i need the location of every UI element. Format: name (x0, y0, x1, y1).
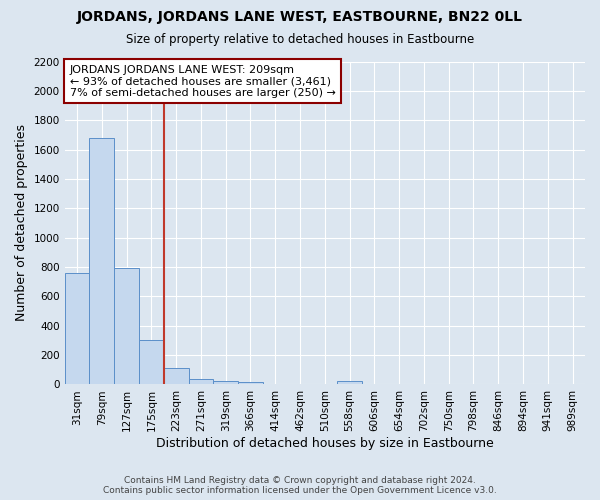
Bar (337, 381, 362, 384)
Text: Contains HM Land Registry data © Crown copyright and database right 2024.
Contai: Contains HM Land Registry data © Crown c… (103, 476, 497, 495)
Text: Size of property relative to detached houses in Eastbourne: Size of property relative to detached ho… (126, 32, 474, 46)
Bar (164, 368, 188, 384)
Bar (114, 268, 139, 384)
Bar (238, 382, 263, 384)
Bar (214, 381, 238, 384)
Bar (89, 138, 114, 384)
Bar (139, 340, 164, 384)
Bar (188, 378, 214, 384)
Text: JORDANS JORDANS LANE WEST: 209sqm
← 93% of detached houses are smaller (3,461)
7: JORDANS JORDANS LANE WEST: 209sqm ← 93% … (70, 64, 336, 98)
Text: JORDANS, JORDANS LANE WEST, EASTBOURNE, BN22 0LL: JORDANS, JORDANS LANE WEST, EASTBOURNE, … (77, 10, 523, 24)
Y-axis label: Number of detached properties: Number of detached properties (15, 124, 28, 322)
Bar (65, 273, 89, 384)
X-axis label: Distribution of detached houses by size in Eastbourne: Distribution of detached houses by size … (156, 437, 494, 450)
